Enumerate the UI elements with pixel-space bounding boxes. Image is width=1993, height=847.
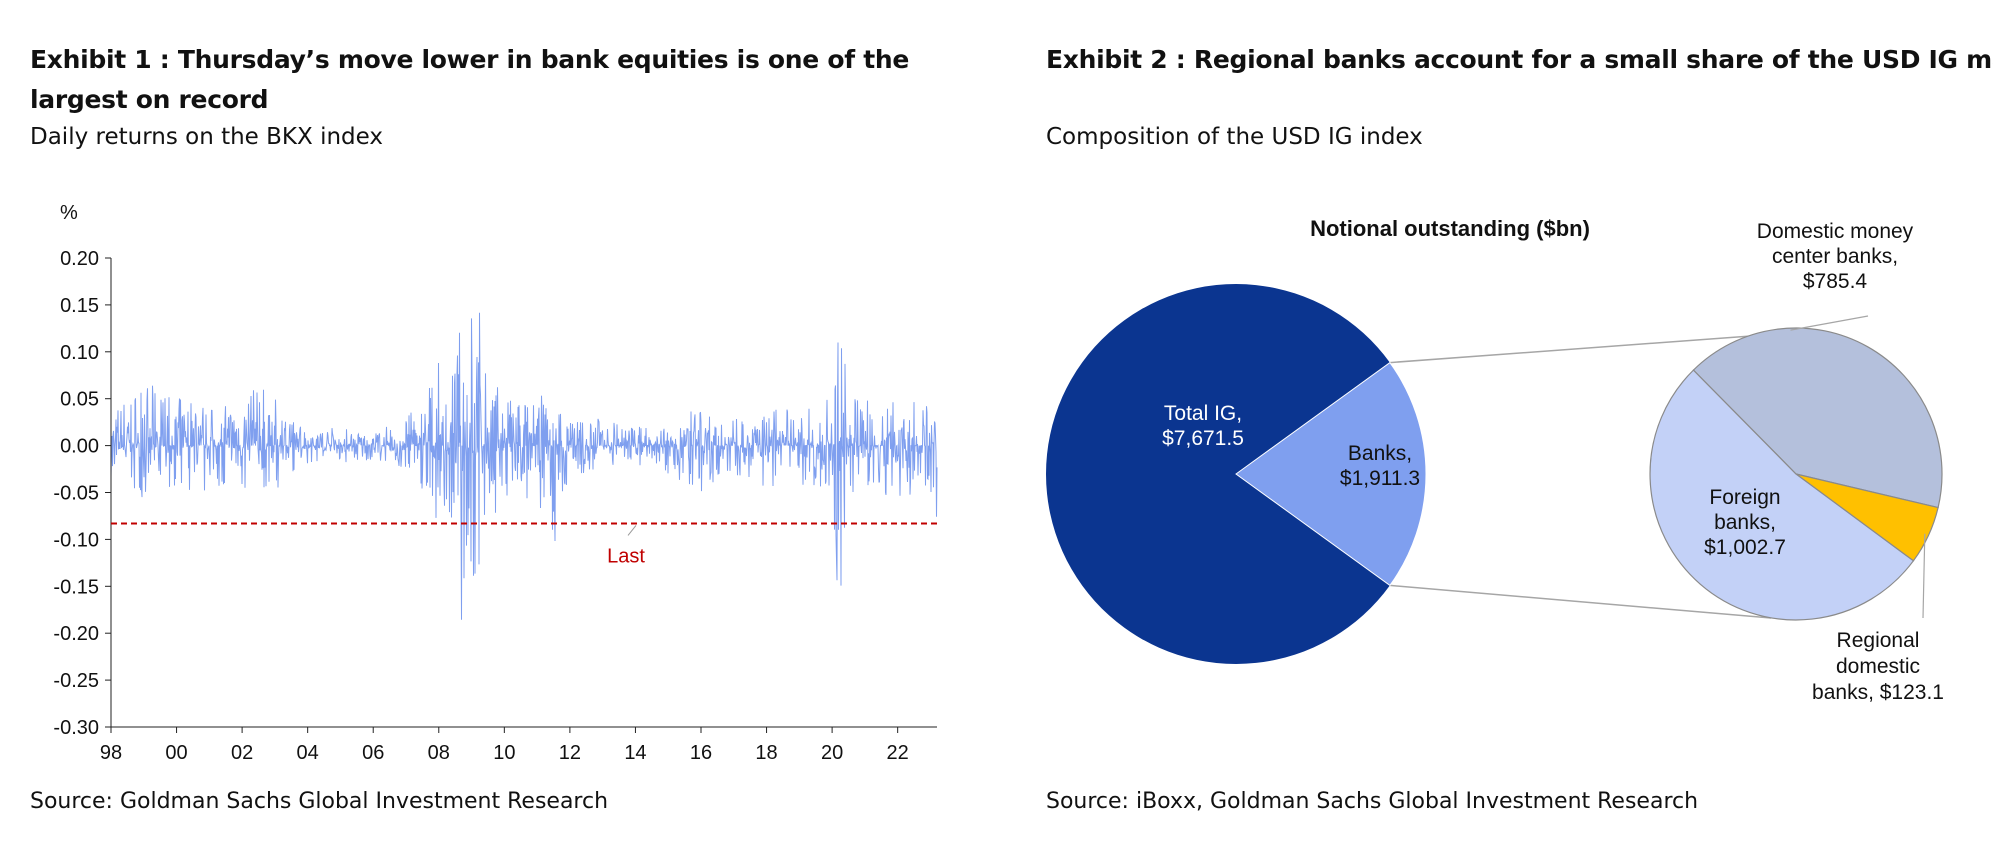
pie-slice-total-ig (1046, 284, 1390, 664)
x-tick-label: 16 (690, 742, 712, 764)
y-tick-label: 0.20 (60, 248, 99, 270)
y-tick-label: -0.20 (53, 623, 99, 645)
y-tick-label: 0.00 (60, 436, 99, 458)
x-tick-label: 02 (231, 742, 253, 764)
x-tick-label: 08 (428, 742, 450, 764)
x-tick-label: 98 (100, 742, 122, 764)
foreign-banks-label: Foreign banks, $1,002.7 (1704, 486, 1786, 559)
usd-ig-composition-chart: Notional outstanding ($bn) Total IG, $7,6… (1046, 216, 1944, 704)
x-tick-label: 22 (887, 742, 909, 764)
banks-label: Banks, $1,911.3 (1340, 442, 1420, 490)
y-tick-label: 0.05 (60, 389, 99, 411)
sub-pie-slice-domestic-money-center (1692, 327, 1943, 509)
exhibit1-title: Exhibit 1 : Thursday’s move lower in ban… (30, 45, 910, 114)
x-tick-label: 12 (559, 742, 581, 764)
exhibit2-source: Source: iBoxx, Goldman Sachs Global Inve… (1046, 789, 1699, 814)
connector-line-top (1389, 335, 1752, 364)
x-tick-label: 00 (165, 742, 187, 764)
sub-pie-slice-foreign (1649, 369, 1915, 621)
total-ig-label: Total IG, $7,671.5 (1162, 402, 1244, 450)
regional-domestic-label: Regional domestic banks, $123.1 (1812, 629, 1944, 704)
bkx-returns-chart: % 0.20 0.15 0.10 0.05 0.00 -0.05 -0.10 -0.15 -0.… (53, 202, 938, 764)
x-tick-label: 10 (493, 742, 515, 764)
y-tick-label: 0.15 (60, 295, 99, 317)
last-label: Last (607, 545, 645, 567)
exhibit1-subtitle: Daily returns on the BKX index (30, 124, 383, 150)
domestic-money-center-label: Domestic money center banks, $785.4 (1757, 220, 1914, 293)
exhibit1-source: Source: Goldman Sachs Global Investment … (30, 789, 609, 814)
exhibit2-subtitle: Composition of the USD IG index (1046, 124, 1423, 150)
y-tick-label: -0.05 (53, 483, 99, 505)
y-tick-label: -0.10 (53, 529, 99, 551)
x-tick-label: 18 (755, 742, 777, 764)
x-tick-label: 06 (362, 742, 384, 764)
y-tick-label: -0.25 (53, 670, 99, 692)
pie-chart-title: Notional outstanding ($bn) (1310, 216, 1590, 241)
exhibit2-title: Exhibit 2 : Regional banks account for a… (1046, 45, 1993, 74)
x-tick-label: 20 (821, 742, 843, 764)
bkx-daily-returns-series (110, 312, 938, 620)
y-tick-label: 0.10 (60, 342, 99, 364)
pie-slice-banks (1235, 361, 1427, 587)
y-tick-label: -0.15 (53, 576, 99, 598)
domestic-money-center-leader (1790, 315, 1869, 331)
x-tick-label: 04 (297, 742, 319, 764)
y-axis-unit-label: % (60, 202, 78, 224)
x-tick-label: 14 (624, 742, 646, 764)
connector-line-bottom (1389, 584, 1772, 619)
y-tick-label: -0.30 (53, 717, 99, 739)
regional-domestic-leader (1922, 533, 1926, 619)
last-label-leader (627, 525, 637, 536)
